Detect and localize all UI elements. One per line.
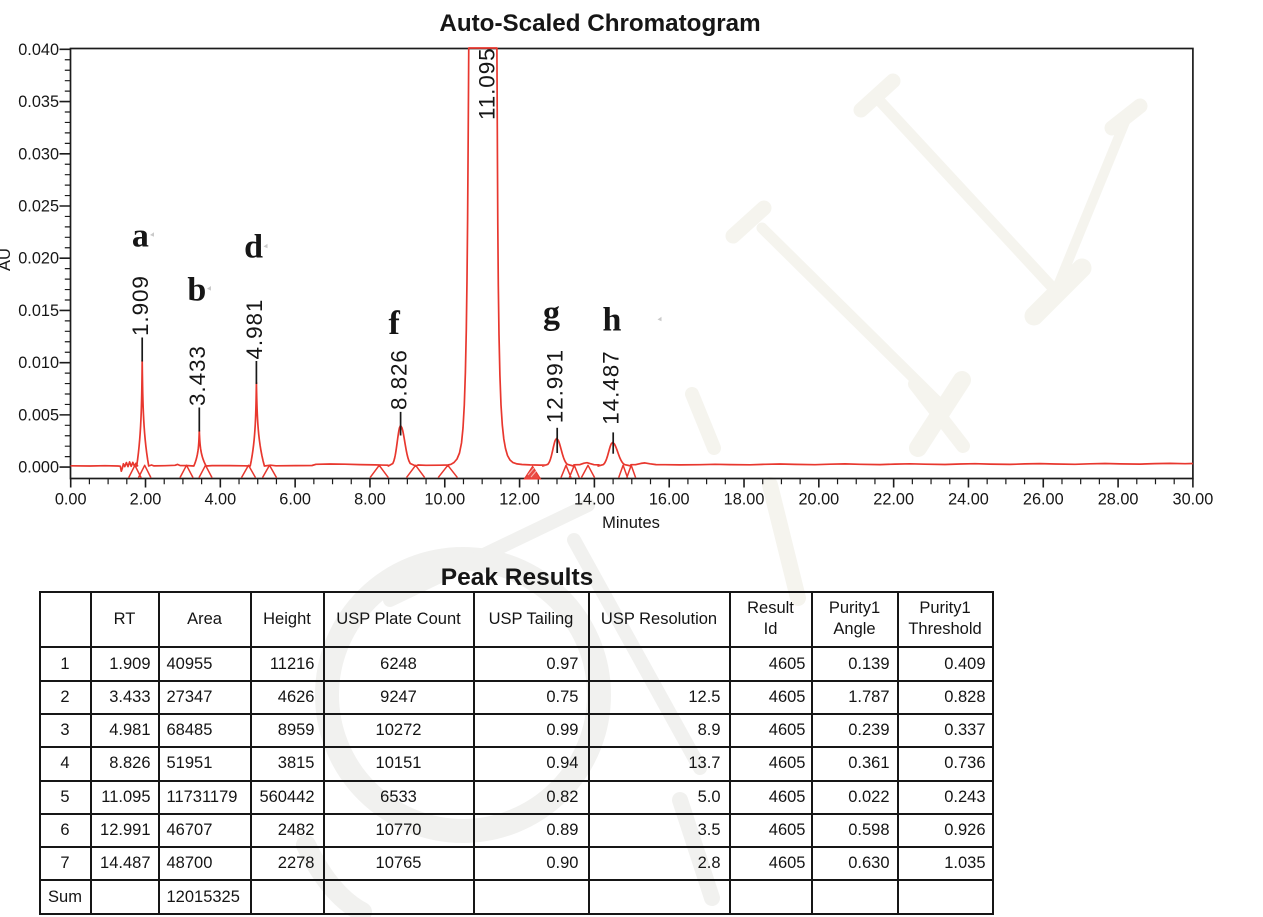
svg-text:0.010: 0.010 [18,354,59,372]
svg-text:12.00: 12.00 [499,491,540,509]
svg-text:h: h [603,302,622,339]
svg-text:10.00: 10.00 [424,491,465,509]
svg-text:1.909: 1.909 [128,275,153,336]
svg-text:18.00: 18.00 [724,491,765,509]
svg-text:30.00: 30.00 [1173,491,1214,509]
svg-text:4.981: 4.981 [242,299,267,360]
svg-text:8.826: 8.826 [386,349,411,410]
svg-text:0.025: 0.025 [18,198,59,216]
svg-text:8.00: 8.00 [354,491,386,509]
svg-text:3.433: 3.433 [185,345,210,406]
svg-text:28.00: 28.00 [1098,491,1139,509]
svg-text:20.00: 20.00 [798,491,839,509]
svg-text:0.000: 0.000 [18,459,59,477]
svg-text:0.005: 0.005 [18,406,59,424]
svg-text:4.00: 4.00 [204,491,236,509]
svg-text:Auto-Scaled Chromatogram: Auto-Scaled Chromatogram [439,10,760,37]
svg-text:0.030: 0.030 [18,145,59,163]
svg-text:14.487: 14.487 [598,350,623,424]
svg-text:22.00: 22.00 [873,491,914,509]
svg-text:0.040: 0.040 [18,41,59,59]
svg-text:6.00: 6.00 [279,491,311,509]
svg-text:24.00: 24.00 [948,491,989,509]
svg-text:g: g [543,295,560,332]
svg-text:0.015: 0.015 [18,302,59,320]
svg-text:12.991: 12.991 [542,349,567,423]
svg-text:Minutes: Minutes [602,514,660,532]
svg-text:2.00: 2.00 [130,491,162,509]
svg-text:a: a [132,218,149,255]
svg-text:b: b [187,272,206,309]
svg-text:14.00: 14.00 [574,491,615,509]
svg-text:16.00: 16.00 [649,491,690,509]
svg-text:f: f [389,305,401,342]
svg-text:d: d [244,229,263,266]
svg-text:26.00: 26.00 [1023,491,1064,509]
svg-text:0.00: 0.00 [55,491,87,509]
svg-text:AU: AU [0,248,14,271]
svg-text:11.095: 11.095 [475,47,500,120]
svg-text:0.020: 0.020 [18,250,59,268]
svg-text:0.035: 0.035 [18,93,59,111]
